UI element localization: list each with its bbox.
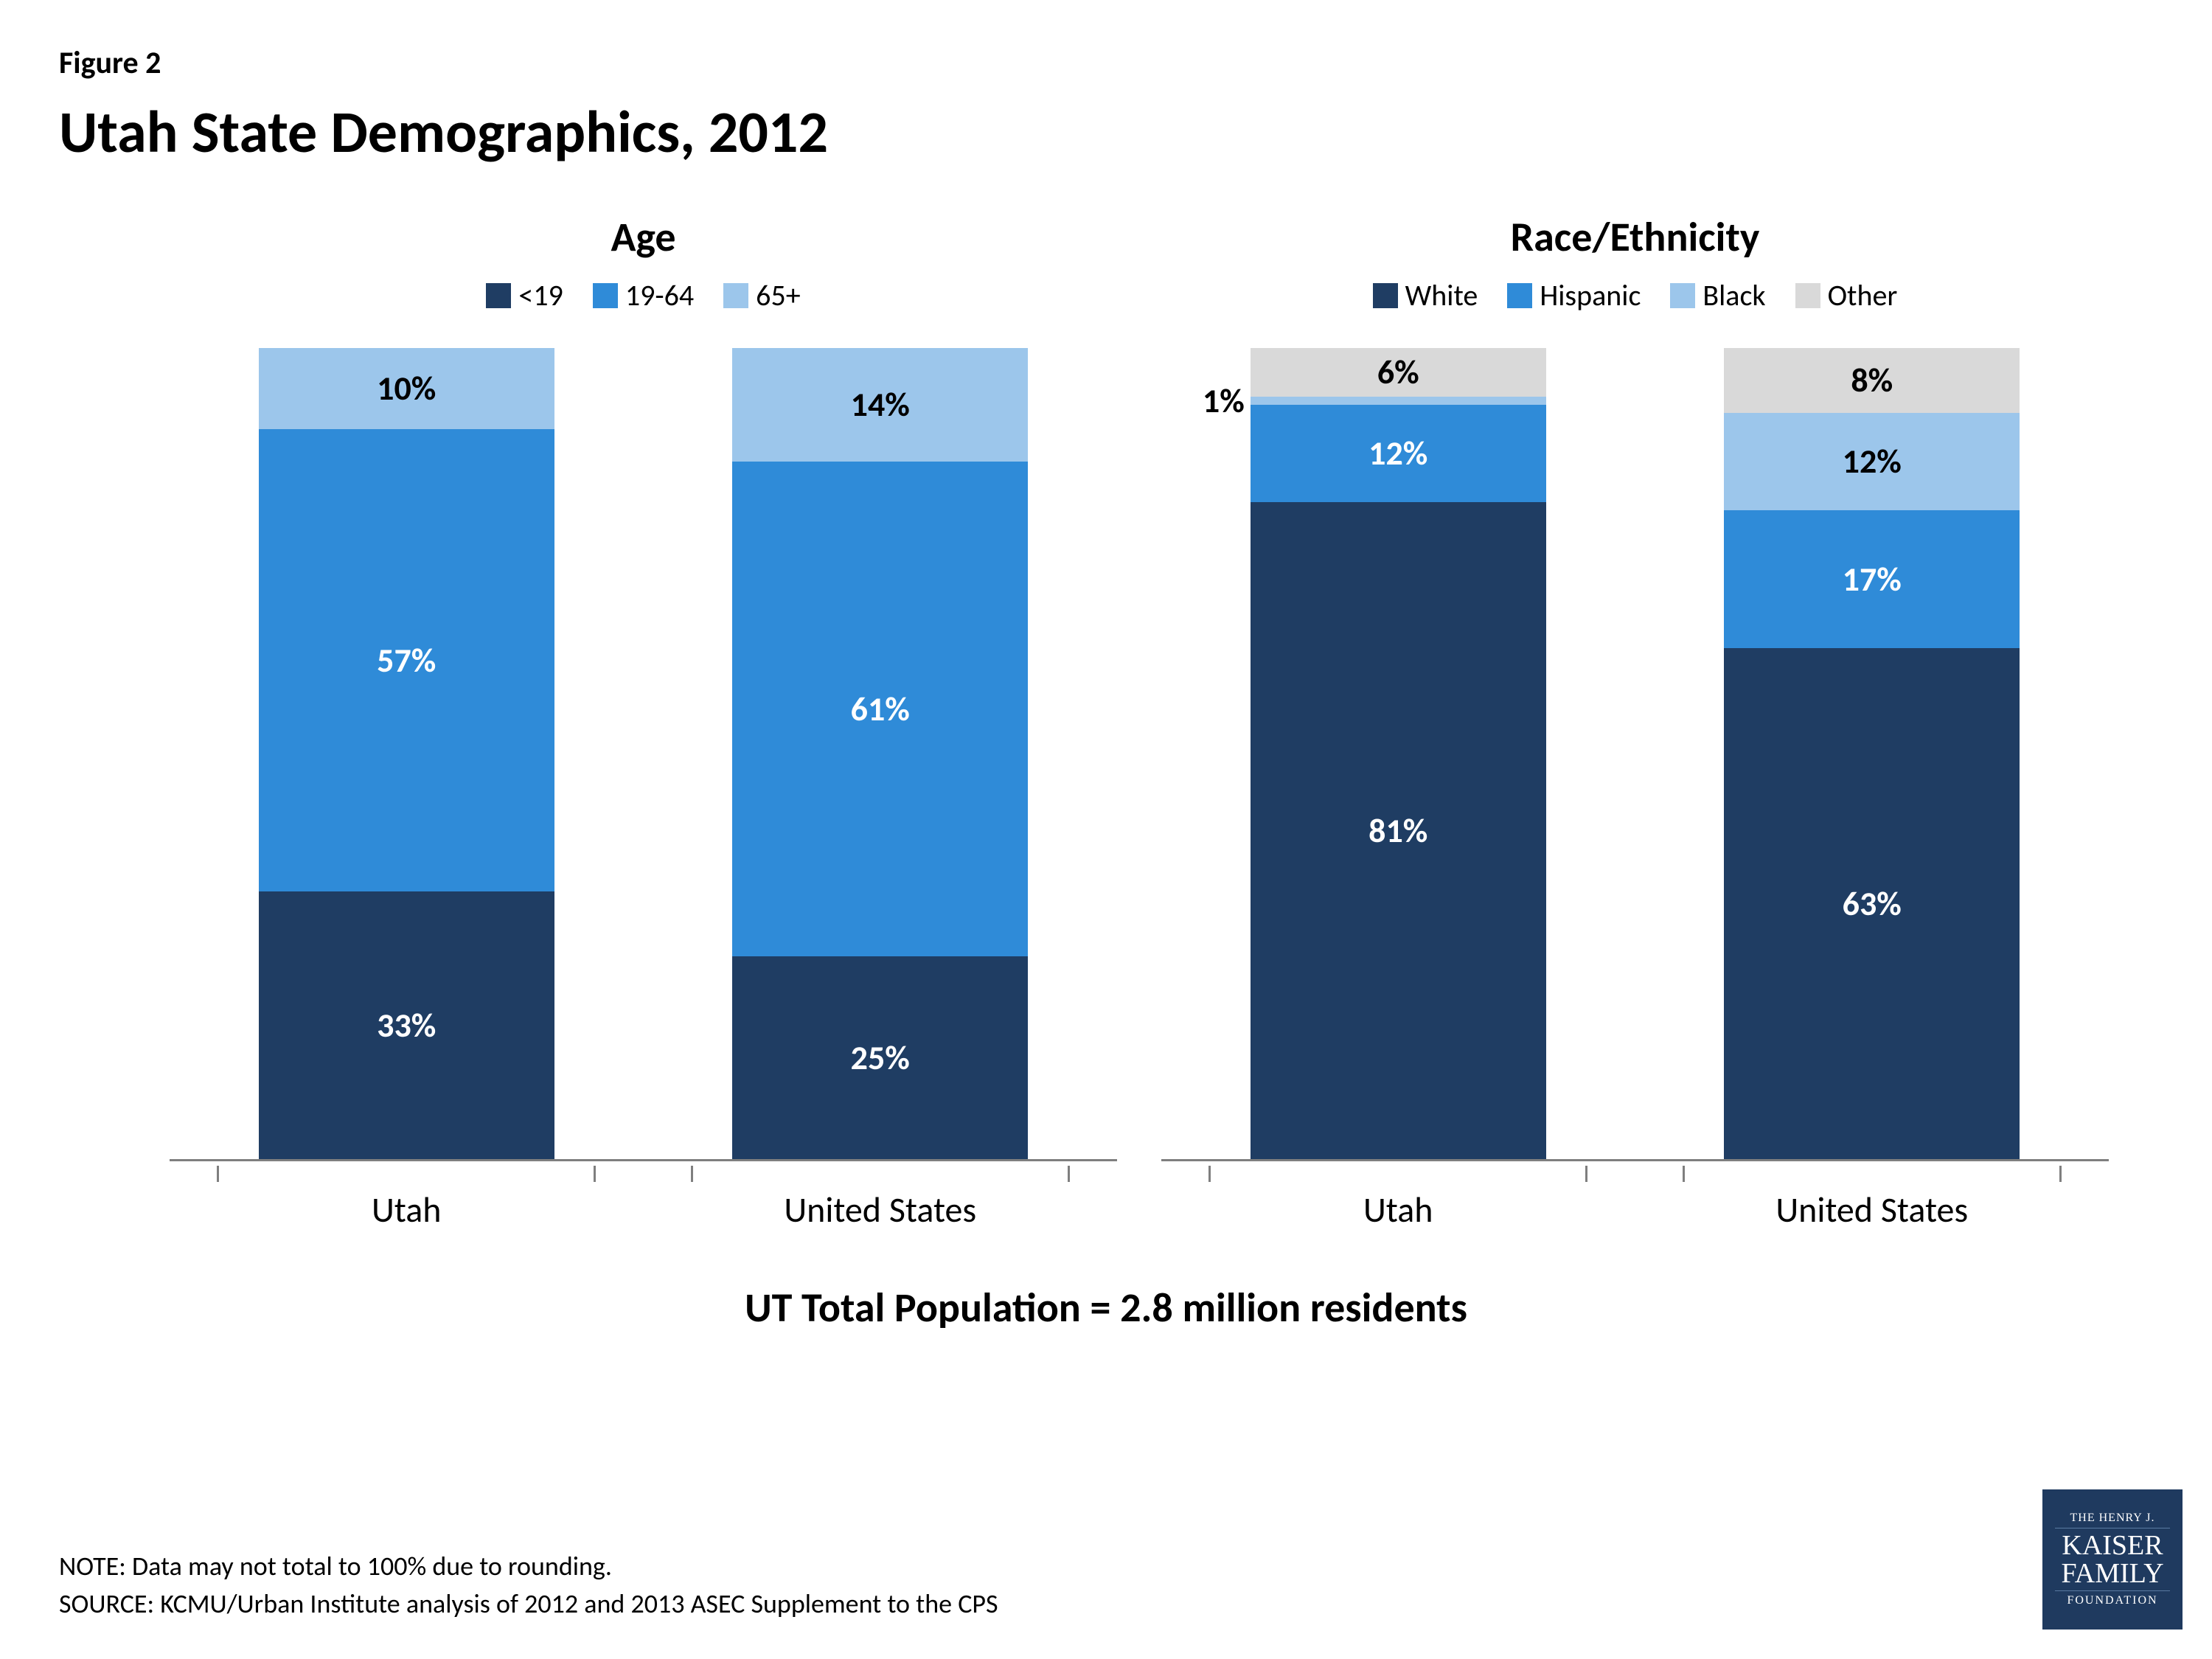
logo-mid1: KAISER	[2062, 1531, 2163, 1559]
axis-tick	[217, 1166, 596, 1182]
race-chart-panel: Race/Ethnicity White Hispanic Black Other 8…	[1161, 212, 2109, 1231]
segment-label: 12%	[1368, 433, 1427, 474]
bar-segment: 14%	[732, 348, 1028, 462]
legend-item: <19	[486, 277, 563, 313]
chart-title: Utah State Demographics, 2012	[59, 97, 2153, 168]
bar-segment: 6%	[1251, 348, 1546, 397]
axis-tick	[1208, 1166, 1587, 1182]
source-text: SOURCE: KCMU/Urban Institute analysis of…	[59, 1585, 998, 1622]
legend-label: 19-64	[625, 277, 694, 313]
bar-group: 81% 12% 1% 6%	[1208, 348, 1587, 1159]
kff-logo: THE HENRY J. KAISER FAMILY FOUNDATION	[2042, 1489, 2183, 1630]
stacked-bar: 63% 17% 12% 8%	[1724, 348, 2020, 1159]
axis-tick	[1683, 1166, 2062, 1182]
bar-segment: 10%	[259, 348, 554, 429]
segment-label: 6%	[1377, 352, 1419, 393]
legend-label: 65+	[756, 277, 800, 313]
stacked-bar: 25% 61% 14%	[732, 348, 1028, 1159]
bar-segment: 1%	[1251, 397, 1546, 405]
bar-segment: 61%	[732, 462, 1028, 956]
figure-number: Figure 2	[59, 44, 2153, 82]
category-label: Utah	[1208, 1188, 1587, 1231]
segment-label: 81%	[1368, 810, 1427, 852]
legend-label: Hispanic	[1540, 277, 1641, 313]
segment-label: 61%	[851, 689, 910, 730]
legend-swatch	[1795, 283, 1820, 308]
bar-segment: 12%	[1724, 413, 2020, 510]
category-label: United States	[1683, 1188, 2062, 1231]
legend-item: 19-64	[593, 277, 694, 313]
legend-label: Other	[1828, 277, 1898, 313]
legend-swatch	[1373, 283, 1398, 308]
age-chart-panel: Age <1919-6465+ 33%57%10%25%61%14% UtahU…	[170, 212, 1117, 1231]
bar-group: 25% 61% 14%	[691, 348, 1070, 1159]
legend-item: Black	[1670, 277, 1765, 313]
category-label: United States	[691, 1188, 1070, 1231]
segment-label: 33%	[377, 1005, 436, 1046]
bar-segment: 25%	[732, 956, 1028, 1159]
legend-item: 65+	[723, 277, 800, 313]
age-category-labels: Utah United States	[170, 1188, 1117, 1231]
legend-label: White	[1405, 277, 1478, 313]
stacked-bar: 33% 57% 10%	[259, 348, 554, 1159]
legend-swatch	[1507, 283, 1532, 308]
legend-label: <19	[518, 277, 563, 313]
bar-segment: 17%	[1724, 510, 2020, 648]
bar-segment: 57%	[259, 429, 554, 891]
legend-swatch	[486, 283, 511, 308]
charts-row: Age <1919-6465+ 33%57%10%25%61%14% UtahU…	[170, 212, 2109, 1231]
segment-label: 25%	[851, 1037, 910, 1079]
category-label: Utah	[217, 1188, 596, 1231]
note-text: NOTE: Data may not total to 100% due to …	[59, 1548, 998, 1585]
legend-label: Black	[1703, 277, 1765, 313]
bar-segment: 33%	[259, 891, 554, 1159]
legend-item: Hispanic	[1507, 277, 1641, 313]
race-legend: White Hispanic Black Other	[1373, 277, 1898, 313]
population-summary: UT Total Population = 2.8 million reside…	[59, 1283, 2153, 1333]
segment-label: 57%	[377, 640, 436, 681]
segment-label: 14%	[851, 384, 910, 425]
logo-bot: FOUNDATION	[2055, 1590, 2171, 1607]
bar-segment: 63%	[1724, 648, 2020, 1159]
segment-label-outside: 1%	[1203, 380, 1245, 422]
legend-swatch	[593, 283, 618, 308]
bar-segment: 12%	[1251, 405, 1546, 502]
footer-notes: NOTE: Data may not total to 100% due to …	[59, 1548, 998, 1622]
segment-label: 17%	[1843, 559, 1902, 600]
logo-mid2: FAMILY	[2061, 1559, 2163, 1587]
race-ticks	[1161, 1166, 2109, 1182]
bar-segment: 8%	[1724, 348, 2020, 413]
bar-segment: 81%	[1251, 502, 1546, 1159]
segment-label: 12%	[1843, 441, 1902, 482]
stacked-bar: 81% 12% 1% 6%	[1251, 348, 1546, 1159]
legend-swatch	[723, 283, 748, 308]
legend-item: White	[1373, 277, 1478, 313]
age-plot-area: 33% 57% 10% 25% 61% 14%	[170, 335, 1117, 1161]
age-legend: <19 19-64 65+	[486, 277, 800, 313]
axis-tick	[691, 1166, 1070, 1182]
race-category-labels: Utah United States	[1161, 1188, 2109, 1231]
segment-label: 10%	[377, 368, 436, 409]
bar-group: 33% 57% 10%	[217, 348, 596, 1159]
logo-top: THE HENRY J.	[2055, 1512, 2171, 1528]
race-plot-area: 81% 12% 1% 6% 63% 17% 12% 8%	[1161, 335, 2109, 1161]
segment-label: 63%	[1843, 883, 1902, 925]
segment-label: 8%	[1851, 360, 1893, 401]
bar-group: 63% 17% 12% 8%	[1683, 348, 2062, 1159]
legend-swatch	[1670, 283, 1695, 308]
legend-item: Other	[1795, 277, 1898, 313]
age-ticks	[170, 1166, 1117, 1182]
race-chart-title: Race/Ethnicity	[1511, 212, 1760, 262]
age-chart-title: Age	[611, 212, 675, 262]
